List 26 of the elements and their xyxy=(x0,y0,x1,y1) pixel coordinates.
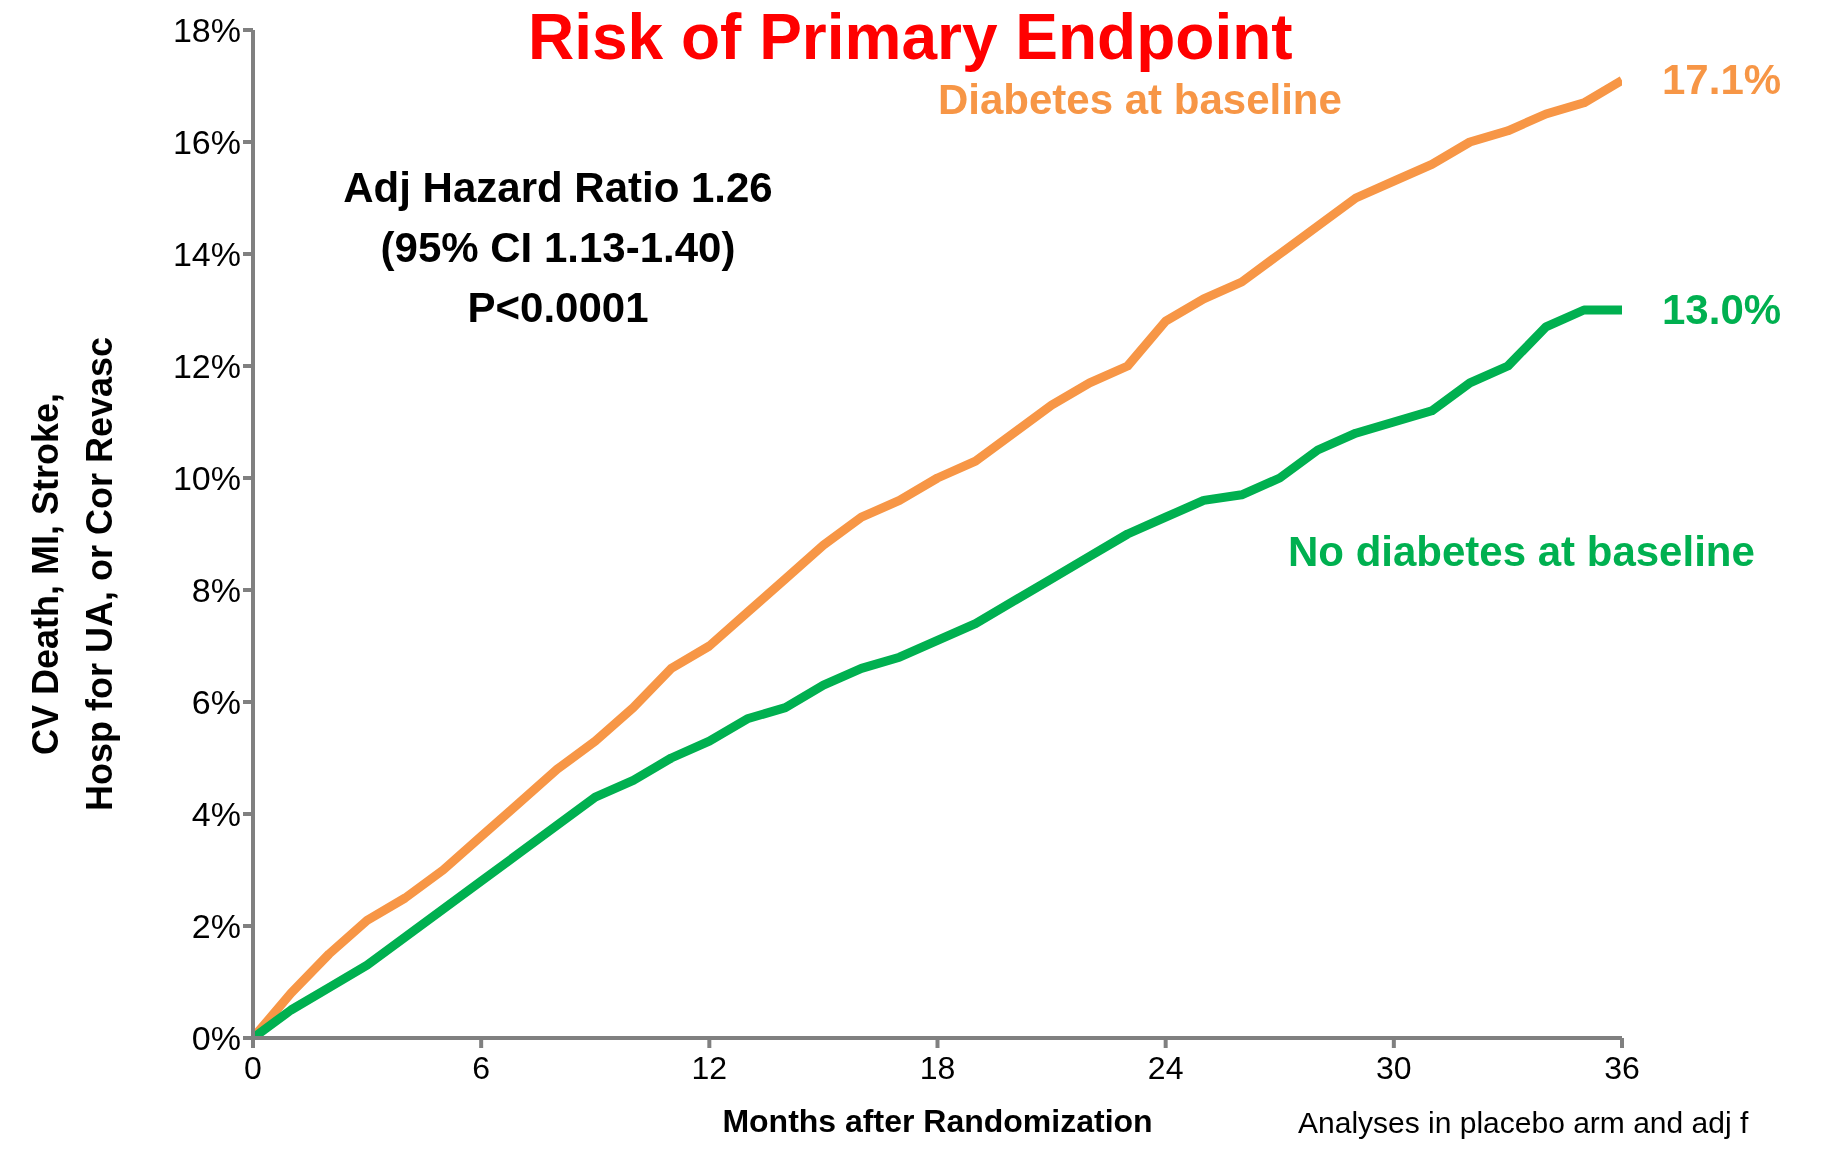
y-tick-label: 0% xyxy=(191,1019,241,1058)
x-tick-label: 0 xyxy=(244,1049,262,1086)
x-tick-label: 12 xyxy=(691,1049,728,1086)
x-tick-label: 36 xyxy=(1604,1049,1640,1086)
y-tick-label: 16% xyxy=(172,123,241,162)
x-tick-label: 6 xyxy=(472,1049,491,1086)
y-tick-label: 6% xyxy=(191,683,241,722)
y-tick-label: 14% xyxy=(172,235,241,274)
chart-title: Risk of Primary Endpoint xyxy=(528,7,1293,74)
y-axis-title: CV Death, MI, Stroke, Hosp for UA, or Cor Revasc xyxy=(25,336,120,812)
y-tick-label: 2% xyxy=(191,907,241,946)
annotation: 17.1% xyxy=(1662,56,1782,104)
y-tick-label: 18% xyxy=(172,11,241,50)
series-label: No diabetes at baseline xyxy=(1288,528,1755,576)
annotation: 13.0% xyxy=(1662,286,1782,333)
x-tick-label: 18 xyxy=(919,1049,956,1086)
x-tick-label: 30 xyxy=(1376,1049,1412,1086)
series-label: Diabetes at baseline xyxy=(938,76,1342,124)
y-tick-label: 12% xyxy=(172,347,241,386)
y-tick-label: 4% xyxy=(191,795,241,834)
y-tick-label: 10% xyxy=(172,459,241,498)
text: Analyses in placebo arm and adj f xyxy=(1298,1106,1749,1140)
annotation: Adj Hazard Ratio 1.26 (95% CI 1.13-1.40) P<0.0001 xyxy=(342,163,774,333)
x-axis-title: Months after Randomization xyxy=(721,1103,1154,1140)
x-tick-label: 24 xyxy=(1147,1049,1184,1086)
y-tick-label: 8% xyxy=(191,571,241,610)
